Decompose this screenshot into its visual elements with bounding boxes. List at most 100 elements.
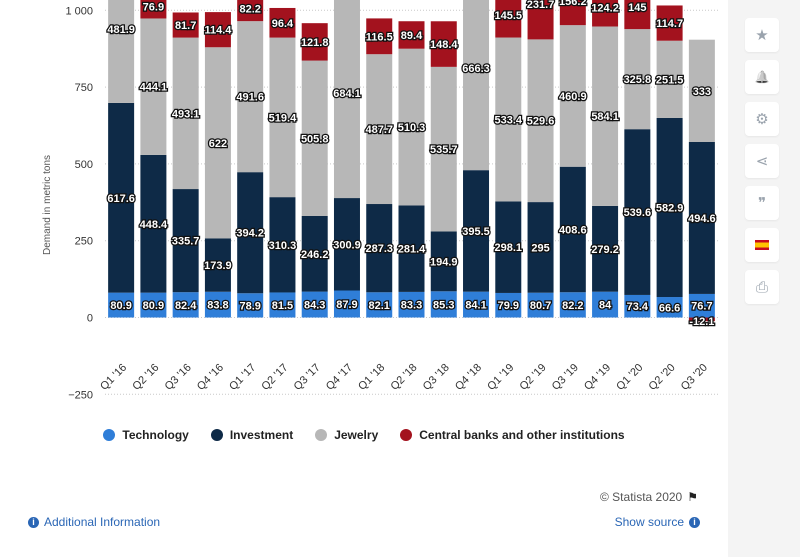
bar-segment-investment[interactable] xyxy=(108,102,135,293)
data-label: 83.8 xyxy=(207,300,228,312)
bar-segment-investment[interactable] xyxy=(430,231,457,292)
bar-segment-jewelry[interactable] xyxy=(430,66,457,232)
bar-segment-investment[interactable] xyxy=(495,201,522,293)
bar-segment-technology[interactable] xyxy=(269,292,296,318)
bar-segment-central-banks-and-other-institutions[interactable] xyxy=(559,0,586,26)
x-tick-label: Q1 '18 xyxy=(356,362,387,393)
bar-segment-jewelry[interactable] xyxy=(463,0,490,171)
notification-button[interactable]: 🔔 xyxy=(745,60,779,94)
data-label: 114.7 xyxy=(656,18,683,30)
data-label: 78.9 xyxy=(239,300,260,312)
info-icon: i xyxy=(689,516,700,528)
bar-segment-jewelry[interactable] xyxy=(527,39,554,203)
data-label: 79.9 xyxy=(498,300,519,312)
bar-segment-technology[interactable] xyxy=(204,291,231,318)
favorite-button[interactable]: ★ xyxy=(745,18,779,52)
bar-segment-technology[interactable] xyxy=(559,292,586,318)
legend-item[interactable]: Central banks and other institutions xyxy=(400,428,625,442)
bar-segment-central-banks-and-other-institutions[interactable] xyxy=(366,18,393,55)
cite-button[interactable]: ❞ xyxy=(745,186,779,220)
bar-segment-investment[interactable] xyxy=(688,141,715,294)
bar-segment-technology[interactable] xyxy=(172,292,199,318)
bar-segment-investment[interactable] xyxy=(140,154,167,293)
bar-segment-central-banks-and-other-institutions[interactable] xyxy=(398,21,425,49)
bar-segment-central-banks-and-other-institutions[interactable] xyxy=(172,12,199,38)
bar-segment-central-banks-and-other-institutions[interactable] xyxy=(140,0,167,19)
data-label: 82.4 xyxy=(175,300,197,312)
bar-segment-investment[interactable] xyxy=(398,205,425,292)
bar-segment-jewelry[interactable] xyxy=(172,37,199,190)
x-tick-label: Q1 '17 xyxy=(227,362,258,393)
show-source-link[interactable]: Show source i xyxy=(615,515,700,529)
legend-item[interactable]: Jewelry xyxy=(315,428,378,442)
additional-info-link[interactable]: i Additional Information xyxy=(28,515,160,529)
bar-segment-technology[interactable] xyxy=(108,292,135,318)
bar-segment-investment[interactable] xyxy=(559,166,586,293)
bar-segment-jewelry[interactable] xyxy=(398,48,425,206)
bar-segment-jewelry[interactable] xyxy=(624,29,651,130)
bar-segment-jewelry[interactable] xyxy=(108,0,135,103)
bar-segment-technology[interactable] xyxy=(430,291,457,318)
bar-segment-jewelry[interactable] xyxy=(333,0,360,199)
share-button[interactable]: ⋖ xyxy=(745,144,779,178)
language-button[interactable] xyxy=(745,228,779,262)
bar-segment-central-banks-and-other-institutions[interactable] xyxy=(624,0,651,30)
bar-segment-investment[interactable] xyxy=(301,215,328,292)
bar-segment-jewelry[interactable] xyxy=(656,40,683,118)
legend-item[interactable]: Technology xyxy=(103,428,189,442)
bar-segment-investment[interactable] xyxy=(172,189,199,293)
bar-segment-investment[interactable] xyxy=(204,238,231,292)
bar-segment-jewelry[interactable] xyxy=(495,37,522,202)
bar-segment-technology[interactable] xyxy=(237,293,264,318)
bar-segment-jewelry[interactable] xyxy=(269,37,296,198)
legend-item[interactable]: Investment xyxy=(210,428,293,442)
bar-segment-investment[interactable] xyxy=(366,204,393,293)
bar-segment-investment[interactable] xyxy=(237,172,264,294)
data-label: 76.7 xyxy=(691,301,712,313)
bar-segment-technology[interactable] xyxy=(688,293,715,318)
data-label: 460.9 xyxy=(559,91,587,103)
bar-segment-central-banks-and-other-institutions[interactable] xyxy=(237,0,264,22)
data-label: 148.4 xyxy=(430,39,458,51)
bar-segment-investment[interactable] xyxy=(269,197,296,293)
bar-segment-investment[interactable] xyxy=(333,198,360,291)
bar-segment-investment[interactable] xyxy=(592,205,619,292)
bar-segment-investment[interactable] xyxy=(463,170,490,292)
bar-segment-technology[interactable] xyxy=(592,291,619,318)
bar-segment-investment[interactable] xyxy=(624,129,651,295)
bar-segment-technology[interactable] xyxy=(140,292,167,318)
bar-segment-technology[interactable] xyxy=(624,294,651,318)
bar-segment-central-banks-and-other-institutions[interactable] xyxy=(495,0,522,38)
bar-segment-jewelry[interactable] xyxy=(366,54,393,205)
bar-segment-central-banks-and-other-institutions[interactable] xyxy=(430,21,457,67)
bar-segment-central-banks-and-other-institutions[interactable] xyxy=(656,5,683,41)
bar-segment-jewelry[interactable] xyxy=(204,47,231,239)
bar-segment-central-banks-and-other-institutions[interactable] xyxy=(592,0,619,27)
bar-segment-technology[interactable] xyxy=(398,291,425,318)
bar-segment-central-banks-and-other-institutions[interactable] xyxy=(269,7,296,38)
bar-segment-central-banks-and-other-institutions[interactable] xyxy=(204,12,231,48)
bar-segment-central-banks-and-other-institutions[interactable] xyxy=(301,23,328,61)
data-label: 617.6 xyxy=(107,193,135,205)
bar-segment-jewelry[interactable] xyxy=(559,25,586,167)
print-button[interactable]: ⎙ xyxy=(745,270,779,304)
bar-segment-technology[interactable] xyxy=(495,292,522,318)
bar-segment-jewelry[interactable] xyxy=(592,26,619,206)
bar-segment-technology[interactable] xyxy=(656,297,683,318)
bar-segment-technology[interactable] xyxy=(301,291,328,318)
bar-segment-central-banks-and-other-institutions[interactable] xyxy=(688,317,715,322)
data-label: 582.9 xyxy=(656,203,684,215)
x-tick-label: Q4 '17 xyxy=(324,362,355,393)
bar-segment-central-banks-and-other-institutions[interactable] xyxy=(527,0,554,40)
bar-segment-investment[interactable] xyxy=(656,117,683,298)
bar-segment-technology[interactable] xyxy=(527,292,554,318)
bar-segment-technology[interactable] xyxy=(366,292,393,318)
bar-segment-jewelry[interactable] xyxy=(688,39,715,142)
bar-segment-technology[interactable] xyxy=(463,291,490,318)
settings-button[interactable]: ⚙ xyxy=(745,102,779,136)
bar-segment-jewelry[interactable] xyxy=(140,18,167,155)
bar-segment-technology[interactable] xyxy=(333,290,360,318)
bar-segment-jewelry[interactable] xyxy=(301,60,328,216)
bar-segment-jewelry[interactable] xyxy=(237,21,264,173)
bar-segment-investment[interactable] xyxy=(527,202,554,293)
